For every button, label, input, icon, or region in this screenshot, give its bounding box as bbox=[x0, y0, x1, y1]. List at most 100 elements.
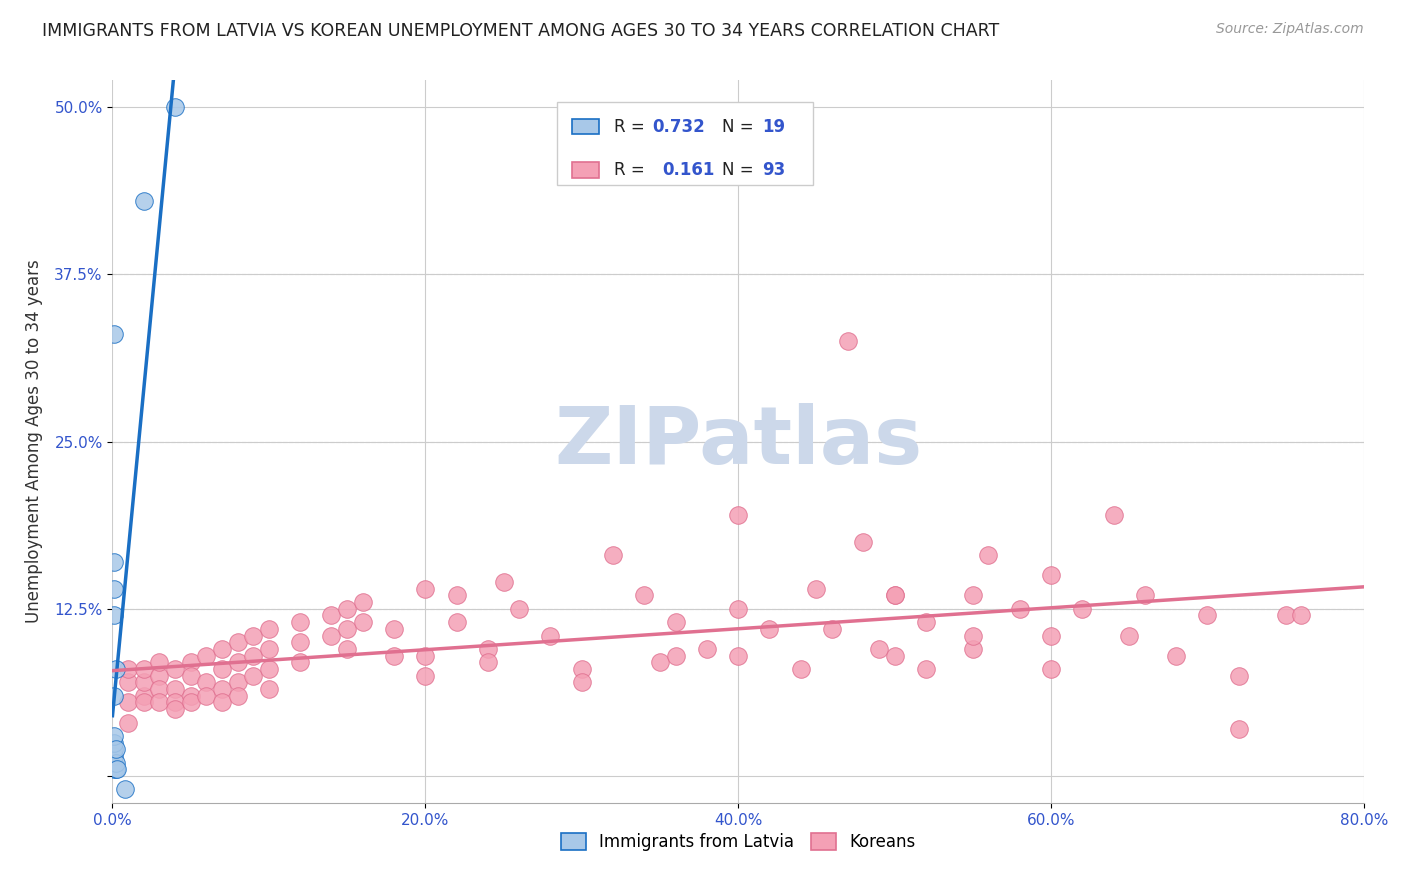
Point bbox=[571, 662, 593, 676]
Point bbox=[1291, 608, 1313, 623]
Point bbox=[226, 635, 249, 649]
Point bbox=[415, 669, 437, 683]
Point bbox=[915, 615, 938, 630]
Point bbox=[103, 689, 125, 703]
Text: R =: R = bbox=[614, 118, 650, 136]
Point bbox=[1039, 568, 1063, 582]
Point bbox=[883, 589, 905, 603]
Point bbox=[148, 696, 170, 710]
Point bbox=[602, 548, 624, 563]
Point bbox=[852, 535, 875, 549]
Point bbox=[114, 782, 136, 797]
Point bbox=[837, 334, 859, 349]
Point bbox=[103, 555, 125, 569]
Point bbox=[211, 662, 233, 676]
Text: Source: ZipAtlas.com: Source: ZipAtlas.com bbox=[1216, 22, 1364, 37]
Point bbox=[492, 575, 515, 590]
Point bbox=[226, 689, 249, 703]
Point bbox=[382, 622, 405, 636]
Point bbox=[915, 662, 938, 676]
Point bbox=[336, 642, 359, 657]
Point bbox=[477, 655, 499, 669]
Point bbox=[148, 681, 170, 696]
Point bbox=[163, 702, 186, 716]
Point bbox=[290, 655, 312, 669]
Point bbox=[117, 675, 139, 690]
Point bbox=[163, 681, 186, 696]
Point bbox=[1071, 602, 1094, 616]
Point bbox=[1133, 589, 1156, 603]
Point bbox=[321, 608, 343, 623]
Point bbox=[1039, 629, 1063, 643]
Point bbox=[242, 629, 264, 643]
Point bbox=[336, 602, 359, 616]
Point bbox=[508, 602, 530, 616]
Text: 0.161: 0.161 bbox=[662, 161, 714, 179]
Point bbox=[104, 756, 127, 770]
Point bbox=[195, 689, 218, 703]
Point bbox=[103, 582, 125, 596]
Point bbox=[117, 696, 139, 710]
Point bbox=[727, 508, 749, 523]
Point bbox=[226, 675, 249, 690]
Point bbox=[477, 642, 499, 657]
Point bbox=[415, 582, 437, 596]
Point bbox=[257, 622, 280, 636]
Point bbox=[962, 589, 984, 603]
Point bbox=[132, 194, 155, 208]
Point bbox=[758, 622, 780, 636]
Point bbox=[148, 669, 170, 683]
Point bbox=[727, 602, 749, 616]
Text: IMMIGRANTS FROM LATVIA VS KOREAN UNEMPLOYMENT AMONG AGES 30 TO 34 YEARS CORRELAT: IMMIGRANTS FROM LATVIA VS KOREAN UNEMPLO… bbox=[42, 22, 1000, 40]
Point bbox=[195, 675, 218, 690]
Point bbox=[257, 681, 280, 696]
Bar bbox=[572, 162, 599, 178]
Point bbox=[1039, 662, 1063, 676]
Point bbox=[540, 629, 562, 643]
Point bbox=[103, 742, 125, 756]
Point bbox=[180, 655, 202, 669]
Point bbox=[211, 642, 233, 657]
Point bbox=[321, 629, 343, 643]
Point bbox=[1102, 508, 1125, 523]
Point bbox=[648, 655, 671, 669]
Text: R =: R = bbox=[614, 161, 655, 179]
FancyBboxPatch shape bbox=[557, 102, 813, 185]
Text: N =: N = bbox=[721, 161, 759, 179]
Point bbox=[883, 648, 905, 663]
Point bbox=[180, 689, 202, 703]
Point bbox=[446, 615, 468, 630]
Point bbox=[790, 662, 813, 676]
Point bbox=[446, 589, 468, 603]
Text: 0.732: 0.732 bbox=[652, 118, 704, 136]
Point bbox=[103, 729, 125, 743]
Point bbox=[103, 608, 125, 623]
Point bbox=[1118, 629, 1140, 643]
Point bbox=[148, 655, 170, 669]
Point bbox=[105, 762, 128, 776]
Point bbox=[163, 662, 186, 676]
Point bbox=[103, 327, 125, 342]
Bar bbox=[572, 119, 599, 135]
Point bbox=[1166, 648, 1188, 663]
Point bbox=[664, 615, 686, 630]
Point bbox=[977, 548, 1000, 563]
Point bbox=[180, 669, 202, 683]
Text: 19: 19 bbox=[762, 118, 785, 136]
Point bbox=[962, 642, 984, 657]
Text: 93: 93 bbox=[762, 161, 785, 179]
Point bbox=[104, 742, 127, 756]
Point bbox=[257, 662, 280, 676]
Text: N =: N = bbox=[721, 118, 759, 136]
Point bbox=[352, 615, 374, 630]
Point bbox=[883, 589, 905, 603]
Point bbox=[104, 762, 127, 776]
Point bbox=[962, 629, 984, 643]
Point bbox=[1274, 608, 1296, 623]
Point bbox=[242, 669, 264, 683]
Point bbox=[806, 582, 828, 596]
Point bbox=[290, 635, 312, 649]
Point bbox=[211, 696, 233, 710]
Point bbox=[821, 622, 844, 636]
Point bbox=[132, 662, 155, 676]
